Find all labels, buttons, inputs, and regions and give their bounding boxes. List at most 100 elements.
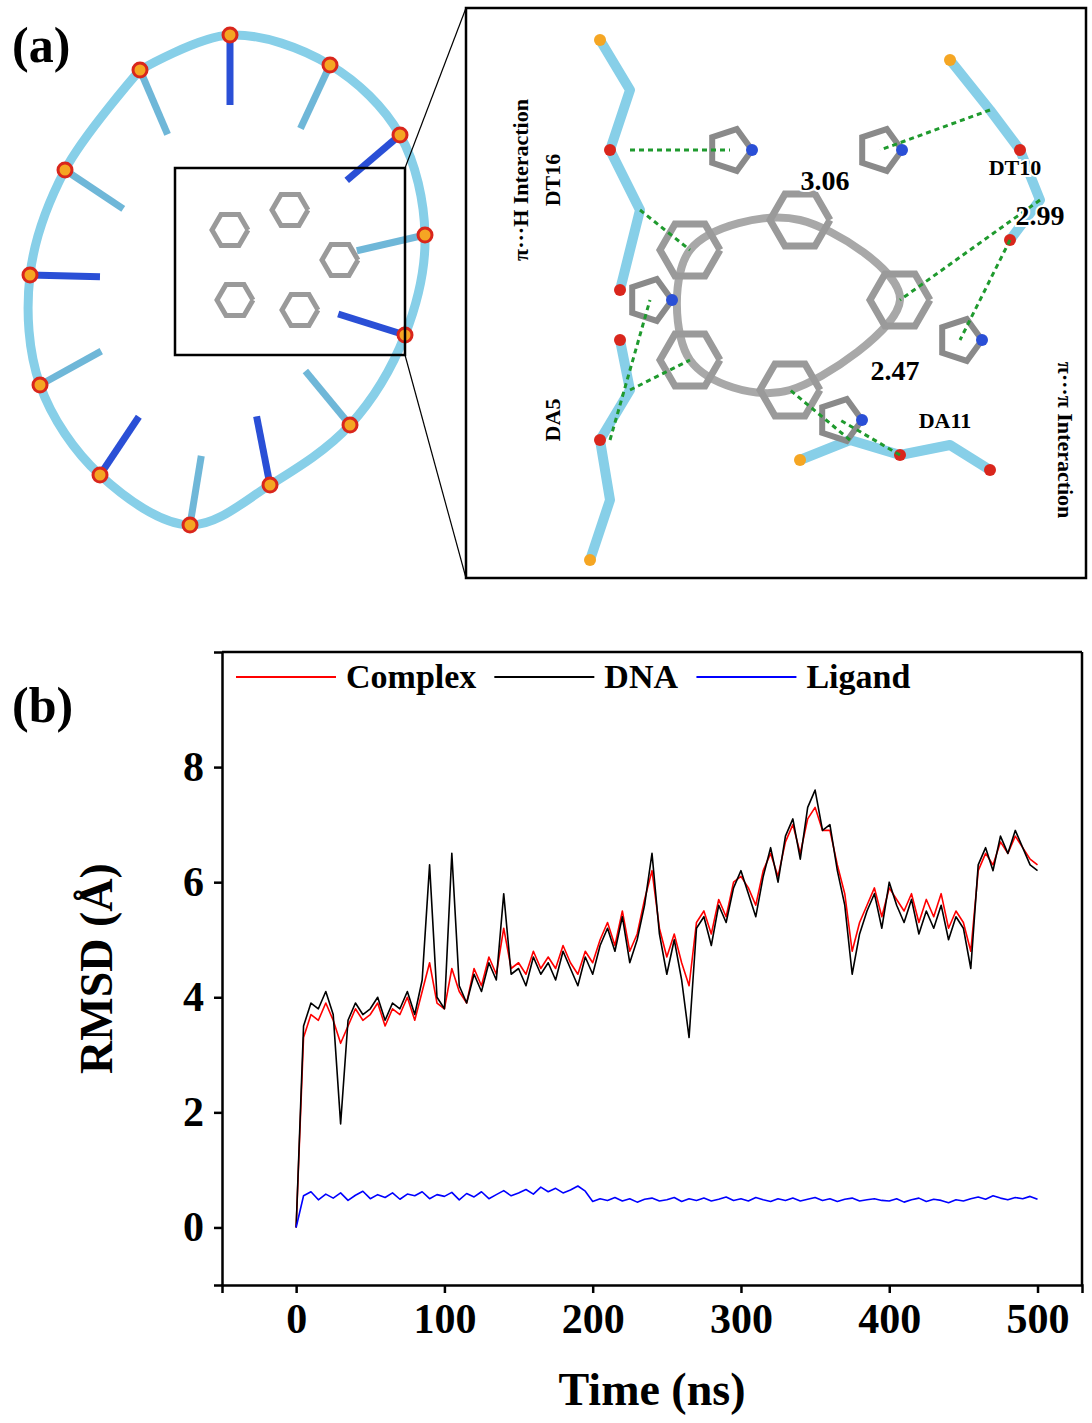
panel-a: (a)3.062.992.47DT10DT16DA5DA11π···H Inte… (12, 8, 1086, 578)
tick: 6 (183, 859, 222, 905)
contact (640, 210, 690, 250)
x-axis-title: Time (ns) (559, 1364, 746, 1415)
ligand-ring (272, 194, 308, 225)
y-axis-title: RMSD (Å) (71, 863, 122, 1074)
dna-base (65, 170, 123, 209)
tick: 100 (413, 1285, 476, 1342)
dna-backbone (28, 35, 425, 525)
dna-base (300, 65, 330, 128)
tick-label: 100 (413, 1296, 476, 1342)
inset-frame (466, 8, 1086, 578)
ligand-ring (282, 294, 318, 325)
contact (790, 390, 850, 440)
tick-label: 500 (1007, 1296, 1070, 1342)
series-line (296, 1186, 1037, 1227)
nitrogen (896, 144, 908, 156)
panel-label: (a) (12, 17, 70, 73)
atom (794, 454, 806, 466)
tick-label: 2 (183, 1089, 204, 1135)
legend-swatch (696, 676, 796, 678)
annotation: π···H Interaction (508, 99, 533, 261)
annotation: DA11 (919, 408, 972, 433)
phosphate (33, 378, 47, 392)
tick: 0 (183, 1204, 222, 1250)
tick-mark (214, 766, 222, 769)
annotation: DT10 (989, 155, 1042, 180)
dna-base (257, 416, 270, 485)
dna-base (338, 314, 405, 335)
tick: 200 (562, 1285, 625, 1342)
atom (604, 144, 616, 156)
phosphate (343, 418, 357, 432)
annotation: DA5 (540, 399, 565, 442)
tick-label: 0 (286, 1296, 307, 1342)
tick: 500 (1007, 1285, 1070, 1342)
dna-base (305, 371, 350, 425)
nucleotide (600, 40, 640, 290)
legend-swatch (236, 676, 336, 678)
phosphate (133, 63, 147, 77)
legend-swatch (494, 676, 594, 678)
contact (630, 149, 730, 152)
dna-base (140, 70, 168, 134)
ligand-ring (322, 244, 358, 275)
atom (944, 54, 956, 66)
legend-label: Complex (346, 658, 476, 695)
tick-label: 200 (562, 1296, 625, 1342)
zoom-connector (405, 355, 466, 578)
tick-mark (214, 1112, 222, 1115)
frame (222, 651, 1082, 654)
frame (1081, 652, 1084, 1285)
nitrogen (666, 294, 678, 306)
tick: 2 (183, 1089, 222, 1135)
tick-mark (1037, 1285, 1040, 1293)
contact (610, 300, 650, 440)
nucleotide (800, 440, 990, 470)
annotation: π···π Interaction (1053, 362, 1078, 519)
axis-line (223, 1286, 1083, 1294)
tick-mark (214, 1227, 222, 1230)
tick: 4 (183, 974, 222, 1020)
contact (880, 110, 990, 150)
nucleotide (590, 340, 630, 560)
tick-mark (740, 1285, 743, 1293)
ligand-ring (212, 214, 248, 245)
nitrogen (746, 144, 758, 156)
dna-base (347, 135, 400, 180)
phosphate (23, 268, 37, 282)
tick-mark (214, 997, 222, 1000)
contact (960, 240, 1010, 340)
tick-label: 300 (710, 1296, 773, 1342)
tick: 8 (183, 744, 222, 790)
tick: 300 (710, 1285, 773, 1342)
phosphate (58, 163, 72, 177)
axis-line (214, 653, 223, 1286)
legend-label: Ligand (806, 658, 910, 695)
zoom-box (175, 168, 405, 355)
atom (594, 34, 606, 46)
annotation: 2.47 (871, 355, 920, 386)
dna-base (190, 456, 201, 525)
dna-base (227, 35, 234, 105)
series-line (296, 790, 1037, 1227)
tick-mark (214, 881, 222, 884)
atom (614, 334, 626, 346)
legend-label: DNA (604, 658, 678, 695)
dna-base (40, 351, 101, 385)
tick-label: 4 (183, 974, 204, 1020)
tick: 400 (858, 1285, 921, 1342)
phosphate (183, 518, 197, 532)
tick: 0 (286, 1285, 307, 1342)
tick-label: 0 (183, 1204, 204, 1250)
tick-mark (592, 1285, 595, 1293)
phosphate (323, 58, 337, 72)
annotation: 3.06 (801, 165, 850, 196)
tick-mark (888, 1285, 891, 1293)
annotation: 2.99 (1016, 200, 1065, 231)
panel-label: (b) (12, 677, 73, 733)
atom (584, 554, 596, 566)
panel-b: 0 100 200 300 400 500 0 2 4 6 8 Time (ns) RMSD (Å) (b… (12, 652, 1083, 1415)
phosphate (418, 228, 432, 242)
dna-base (357, 235, 425, 251)
phosphate (393, 128, 407, 142)
